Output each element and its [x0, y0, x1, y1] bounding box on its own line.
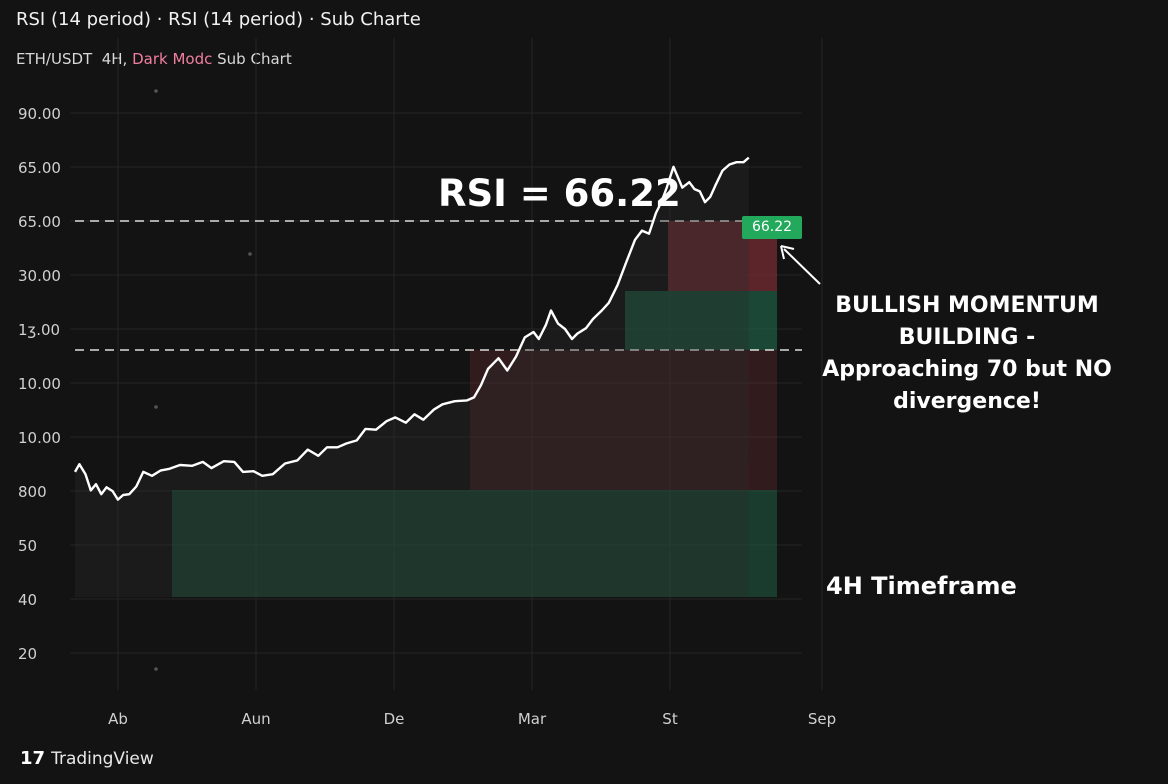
momentum-note: BULLISH MOMENTUM BUILDING - Approaching … [822, 293, 1112, 414]
subchart-label: Sub Chart [217, 50, 292, 68]
grid-dot [154, 89, 158, 93]
y-tick-label: 1ʒ.00 [18, 321, 60, 339]
y-tick-label: 90.00 [18, 105, 61, 123]
rsi-series [73, 156, 750, 597]
oversold-zone [172, 490, 777, 597]
x-axis: Ab Aun De Mar St Sep [108, 710, 836, 728]
grid-dot [248, 252, 252, 256]
y-tick-label: 30.00 [18, 267, 61, 285]
y-tick-label: 800 [18, 483, 47, 501]
rsi-value-label: RSI = 66.22 [438, 172, 681, 215]
tradingview-logo: 17 TradingView [20, 748, 154, 769]
annotation-arrow [780, 245, 821, 285]
last-value-badge: 66.22 [742, 216, 802, 239]
x-tick-label: Sep [808, 710, 836, 728]
tradingview-name: TradingView [51, 748, 154, 769]
interval-label: 4H, [101, 50, 128, 68]
chart-zones [172, 221, 777, 597]
symbol-label: ETH/USDT [16, 50, 93, 68]
y-tick-label: 65.00 [18, 213, 61, 231]
x-tick-label: Ab [108, 710, 128, 728]
grid-dot [154, 667, 158, 671]
mid-zone [470, 350, 777, 490]
dashed-levels [75, 220, 802, 351]
x-tick-label: Mar [518, 710, 547, 728]
timeframe-label: 4H Timeframe [826, 572, 1017, 600]
y-tick-label: 10.00 [18, 375, 61, 393]
y-tick-label: 50 [18, 537, 37, 555]
arrow-shaft [783, 248, 821, 285]
x-tick-label: Aun [241, 710, 270, 728]
grid-dot [154, 405, 158, 409]
tradingview-logo-icon: 17 [20, 748, 46, 769]
y-axis: 90.00 65.00 65.00 30.00 1ʒ.00 10.00 10.00 800 50… [18, 105, 61, 663]
y-tick-label: 65.00 [18, 159, 61, 177]
symbol-legend: ETH/USDT 4H, Dark Modc Sub Chart [16, 50, 292, 68]
x-tick-label: St [662, 710, 678, 728]
x-tick-label: De [384, 710, 405, 728]
arrow-head [780, 245, 795, 260]
y-tick-label: 20 [18, 645, 37, 663]
rsi-line [73, 156, 750, 501]
y-tick-label: 10.00 [18, 429, 61, 447]
chart-title: RSI (14 period) · RSI (14 period) · Sub … [16, 9, 421, 30]
y-tick-label: 40 [18, 591, 37, 609]
rsi-area [75, 157, 749, 597]
mode-label: Dark Modc [132, 50, 213, 68]
bull-zone [625, 291, 777, 350]
